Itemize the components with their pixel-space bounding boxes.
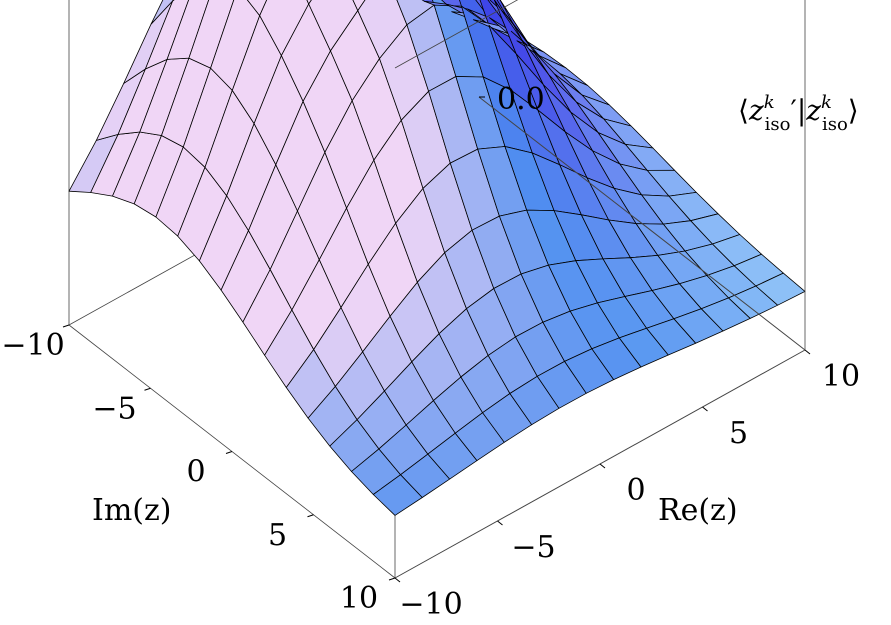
tick-mark [599, 463, 606, 469]
im-tick-label: −10 [1, 328, 64, 363]
surface-cell [144, 0, 190, 70]
surface-cell [150, 0, 174, 25]
tick-mark [804, 349, 811, 355]
re-tick-label: −10 [399, 587, 462, 622]
re-tick-label: 5 [729, 416, 748, 451]
tick-mark [394, 577, 401, 583]
surface-cell [188, 0, 235, 69]
re-tick-label: 10 [822, 359, 860, 394]
y-axis-label: Im(z) [92, 493, 172, 528]
tick-mark [497, 520, 503, 526]
im-tick-label: −5 [92, 391, 136, 426]
tick-mark [62, 324, 70, 328]
re-tick-label: 0 [626, 473, 645, 508]
tick-mark [388, 577, 396, 581]
box-edge [478, 96, 806, 351]
box-edge [394, 0, 519, 69]
im-tick-label: 0 [186, 455, 205, 490]
im-tick-label: 5 [268, 518, 287, 553]
im-tick-label: 10 [340, 581, 378, 616]
surface-cell [352, 0, 366, 12]
surface-cell [246, 0, 268, 17]
tick-mark [702, 406, 708, 412]
z-tick-label: 0.0 [497, 82, 545, 117]
x-axis-label: Re(z) [658, 493, 738, 528]
tick-mark [225, 451, 233, 454]
surface-mesh [68, 0, 806, 516]
re-tick-label: −5 [511, 530, 555, 565]
tick-mark [307, 514, 314, 518]
surface-cell [172, 0, 175, 2]
tick-mark [144, 387, 151, 391]
surface-cell [166, 0, 210, 60]
z-axis-label: ⟨zk iso′|zk iso⟩ [738, 92, 859, 135]
